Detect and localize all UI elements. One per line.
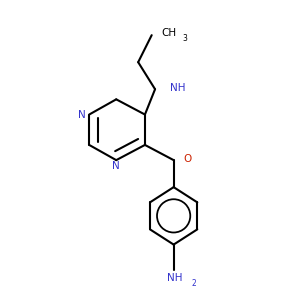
Text: O: O <box>183 154 191 164</box>
Text: 3: 3 <box>183 34 188 43</box>
Text: CH: CH <box>161 28 176 38</box>
Text: N: N <box>112 161 120 171</box>
Text: NH: NH <box>167 273 182 283</box>
Text: 2: 2 <box>191 279 196 288</box>
Text: NH: NH <box>170 82 186 92</box>
Text: N: N <box>78 110 85 119</box>
